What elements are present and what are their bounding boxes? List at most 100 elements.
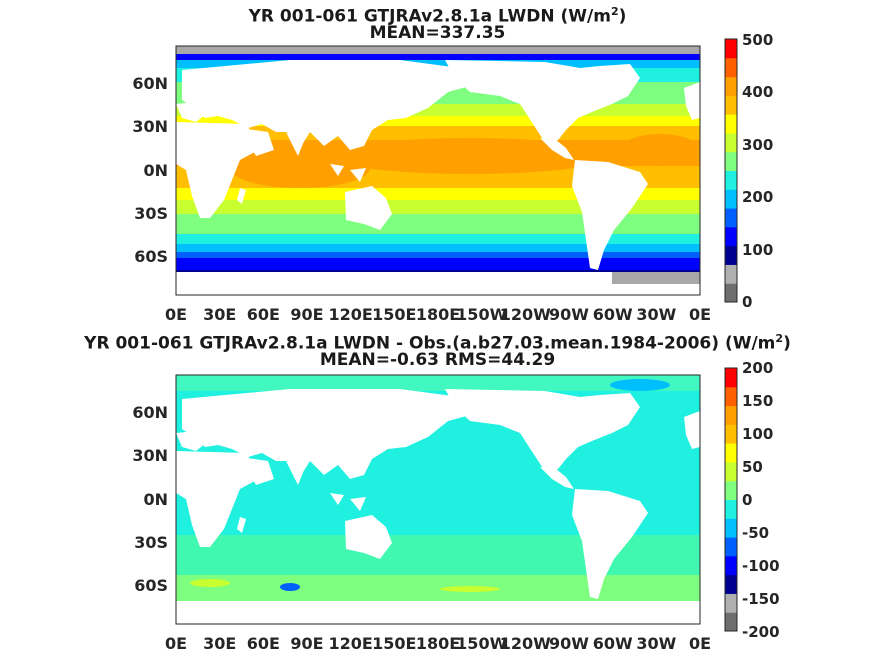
lat-label: 60S bbox=[134, 576, 168, 595]
lon-label: 90E bbox=[290, 634, 323, 653]
lon-label: 120E bbox=[329, 305, 373, 324]
panel2-title-sup: 2 bbox=[775, 332, 784, 345]
lon-label: 150E bbox=[372, 634, 416, 653]
lon-label: 0E bbox=[165, 634, 187, 653]
colorbar-segment bbox=[725, 151, 737, 171]
colorbar-segment bbox=[725, 245, 737, 265]
colorbar-tick-label: 50 bbox=[742, 458, 763, 476]
lon-label: 0E bbox=[689, 634, 711, 653]
colorbar-segment bbox=[725, 405, 737, 425]
colorbar-tick-label: -150 bbox=[742, 590, 780, 608]
lon-label: 180E bbox=[416, 634, 460, 653]
colorbar-segment bbox=[725, 461, 737, 482]
lon-label: 0E bbox=[689, 305, 711, 324]
lat-label: 30S bbox=[134, 533, 168, 552]
colorbar-tick-label: -100 bbox=[742, 557, 780, 575]
lon-label: 150E bbox=[372, 305, 416, 324]
lon-label: 90W bbox=[549, 305, 589, 324]
colorbar-segment bbox=[725, 264, 737, 284]
colorbar-tick-label: 100 bbox=[742, 241, 773, 259]
colorbar-segment bbox=[725, 386, 737, 407]
panel1-map bbox=[175, 45, 701, 296]
colorbar-tick-label: -50 bbox=[742, 524, 769, 542]
colorbar-segment bbox=[725, 424, 737, 444]
lon-label: 30W bbox=[636, 634, 676, 653]
colorbar-segment bbox=[725, 368, 737, 388]
colorbar-segment bbox=[725, 593, 737, 613]
lon-label: 150W bbox=[456, 305, 507, 324]
panel2-title-line1: YR 001-061 GTJRAv2.8.1a LWDN - Obs.(a.b2… bbox=[84, 333, 776, 354]
panel2-lon-labels: 0E 30E 60E 90E 120E 150E 180E 150W 120W … bbox=[165, 634, 711, 653]
lat-label: 0N bbox=[143, 161, 168, 180]
panel1-mean: MEAN=337.35 bbox=[369, 23, 506, 43]
lon-label: 60E bbox=[247, 305, 280, 324]
lat-label: 30N bbox=[132, 117, 168, 136]
colorbar-segment bbox=[725, 170, 737, 190]
colorbar-tick-label: 150 bbox=[742, 392, 773, 410]
colorbar-segment bbox=[725, 499, 737, 519]
colorbar-segment bbox=[725, 132, 737, 153]
colorbar-tick-label: 0 bbox=[742, 491, 752, 509]
colorbar-tick-label: 200 bbox=[742, 188, 773, 206]
lon-label: 120E bbox=[329, 634, 373, 653]
panel1-title-close: ) bbox=[618, 6, 627, 27]
lat-label: 30N bbox=[132, 446, 168, 465]
lon-label: 120W bbox=[500, 634, 551, 653]
panel2-map bbox=[175, 374, 701, 625]
lon-label: 60W bbox=[593, 305, 633, 324]
colorbar-segment bbox=[725, 537, 737, 557]
lon-label: 30E bbox=[203, 634, 236, 653]
panel1-lat-labels: 60N 30N 0N 30S 60S bbox=[132, 74, 168, 266]
colorbar-frame bbox=[724, 367, 738, 632]
panel2-colorbar bbox=[724, 367, 738, 632]
lon-label: 60W bbox=[593, 634, 633, 653]
panel2-stats: MEAN=-0.63 RMS=44.29 bbox=[319, 350, 556, 370]
colorbar-segment bbox=[725, 189, 737, 209]
colorbar-frame bbox=[724, 38, 738, 303]
colorbar-segment bbox=[725, 226, 737, 247]
colorbar-tick-label: 0 bbox=[742, 293, 752, 311]
colorbar-segment bbox=[725, 574, 737, 594]
lon-label: 180E bbox=[416, 305, 460, 324]
colorbar-segment bbox=[725, 39, 737, 59]
colorbar-tick-label: 400 bbox=[742, 83, 773, 101]
lat-label: 60S bbox=[134, 247, 168, 266]
lon-label: 30W bbox=[636, 305, 676, 324]
lon-label: 90E bbox=[290, 305, 323, 324]
panel1-colorbar bbox=[724, 38, 738, 303]
colorbar-segment bbox=[725, 114, 737, 134]
panel1-colorbar-ticks: 500 400 300 200 100 0 bbox=[742, 31, 773, 311]
colorbar-segment bbox=[725, 555, 737, 576]
lon-label: 150W bbox=[456, 634, 507, 653]
colorbar-segment bbox=[725, 518, 737, 538]
colorbar-segment bbox=[725, 283, 737, 303]
panel1-title-line1: YR 001-061 GTJRAv2.8.1a LWDN (W/m bbox=[248, 6, 611, 27]
panel2-lat-labels: 60N 30N 0N 30S 60S bbox=[132, 403, 168, 595]
colorbar-tick-label: 200 bbox=[742, 359, 773, 377]
lon-label: 90W bbox=[549, 634, 589, 653]
colorbar-tick-label: 300 bbox=[742, 136, 773, 154]
colorbar-segment bbox=[725, 95, 737, 115]
colorbar-tick-label: 500 bbox=[742, 31, 773, 49]
colorbar-segment bbox=[725, 208, 737, 228]
lat-label: 30S bbox=[134, 204, 168, 223]
lat-label: 0N bbox=[143, 490, 168, 509]
colorbar-segment bbox=[725, 57, 737, 78]
colorbar-segment bbox=[725, 612, 737, 632]
panel1-title-sup: 2 bbox=[610, 5, 619, 18]
colorbar-segment bbox=[725, 76, 737, 96]
lon-label: 0E bbox=[165, 305, 187, 324]
colorbar-tick-label: -200 bbox=[742, 623, 780, 641]
lon-label: 60E bbox=[247, 634, 280, 653]
panel2-title-close: ) bbox=[783, 333, 791, 354]
panel2-colorbar-ticks: 200 150 100 50 0 -50 -100 -150 -200 bbox=[742, 359, 780, 641]
lon-label: 120W bbox=[500, 305, 551, 324]
panel1-lon-labels: 0E 30E 60E 90E 120E 150E 180E 150W 120W … bbox=[165, 305, 711, 324]
colorbar-tick-label: 100 bbox=[742, 425, 773, 443]
lat-label: 60N bbox=[132, 74, 168, 93]
lat-label: 60N bbox=[132, 403, 168, 422]
lon-label: 30E bbox=[203, 305, 236, 324]
colorbar-segment bbox=[725, 480, 737, 500]
colorbar-segment bbox=[725, 443, 737, 463]
